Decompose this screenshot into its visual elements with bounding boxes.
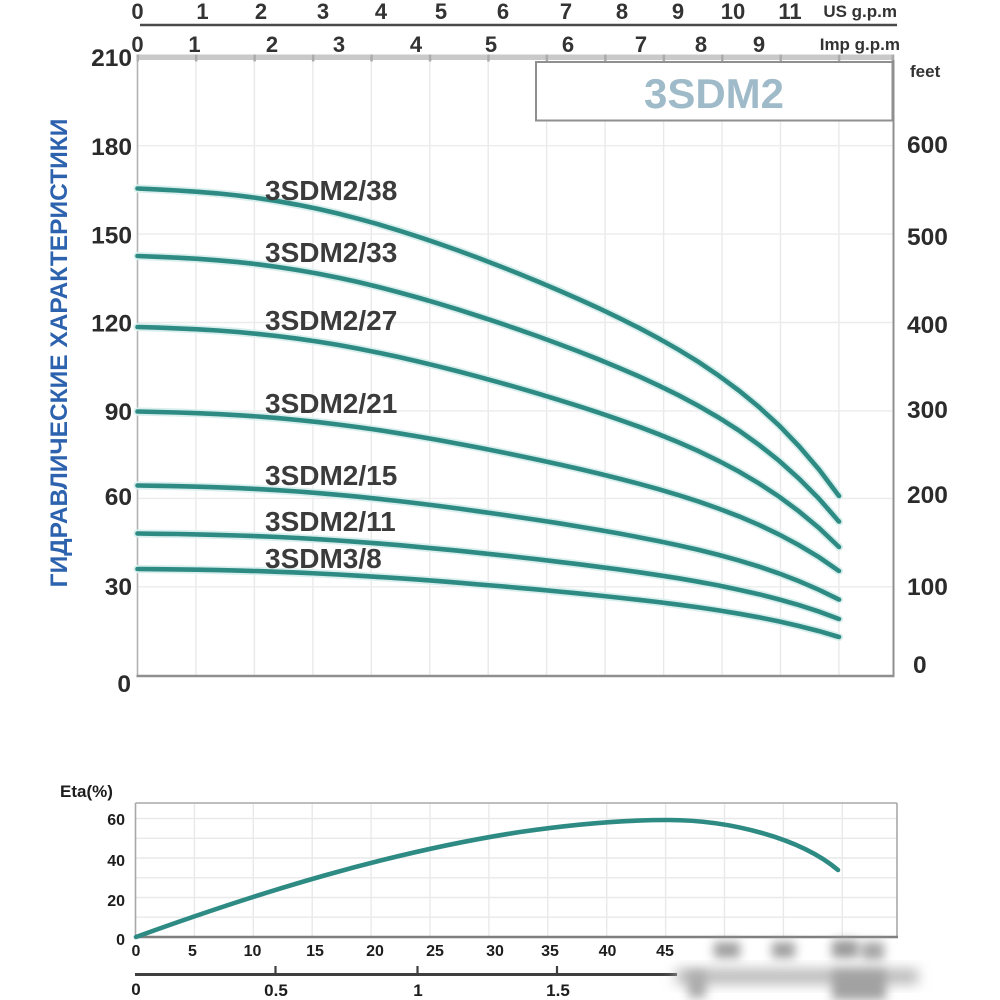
svg-text:60: 60 (105, 484, 132, 511)
svg-text:40: 40 (107, 853, 125, 870)
svg-text:Imp g.p.m: Imp g.p.m (820, 35, 900, 54)
svg-text:3SDM2/38: 3SDM2/38 (265, 175, 397, 206)
svg-text:3SDM2/21: 3SDM2/21 (265, 388, 397, 419)
svg-text:15: 15 (306, 943, 324, 960)
svg-text:9: 9 (753, 32, 765, 57)
svg-text:0: 0 (117, 671, 131, 698)
svg-text:0: 0 (132, 943, 141, 960)
svg-text:2: 2 (266, 32, 278, 57)
svg-text:30: 30 (486, 943, 504, 960)
svg-text:0: 0 (131, 32, 143, 57)
svg-text:3SDM2/27: 3SDM2/27 (265, 305, 397, 336)
svg-text:3SDM2: 3SDM2 (644, 70, 784, 117)
svg-text:5: 5 (188, 943, 197, 960)
svg-text:3SDM3/8: 3SDM3/8 (265, 543, 382, 574)
svg-text:4: 4 (410, 32, 423, 57)
svg-text:25: 25 (426, 943, 444, 960)
svg-text:5: 5 (435, 0, 447, 24)
svg-text:600: 600 (907, 132, 948, 159)
svg-text:120: 120 (91, 311, 132, 338)
svg-text:1: 1 (413, 981, 422, 1000)
svg-text:20: 20 (107, 893, 125, 910)
svg-text:200: 200 (907, 482, 948, 509)
svg-text:1.5: 1.5 (546, 981, 570, 1000)
svg-text:7: 7 (560, 0, 572, 24)
svg-text:0: 0 (131, 980, 140, 999)
svg-text:0: 0 (913, 652, 927, 679)
svg-text:6: 6 (562, 32, 574, 57)
svg-text:3SDM2/15: 3SDM2/15 (265, 460, 397, 491)
svg-text:1: 1 (188, 32, 200, 57)
svg-text:ГИДРАВЛИЧЕСКИЕ ХАРАКТЕРИСТИКИ: ГИДРАВЛИЧЕСКИЕ ХАРАКТЕРИСТИКИ (46, 119, 73, 588)
svg-text:20: 20 (366, 943, 384, 960)
svg-text:Eta(%): Eta(%) (60, 782, 113, 801)
svg-text:500: 500 (907, 224, 948, 251)
svg-text:3SDM2/11: 3SDM2/11 (265, 506, 396, 537)
svg-text:4: 4 (375, 0, 388, 24)
svg-text:150: 150 (91, 223, 132, 250)
svg-text:2: 2 (255, 0, 267, 24)
svg-text:10: 10 (721, 0, 745, 24)
svg-text:11: 11 (778, 0, 801, 24)
svg-text:10: 10 (244, 943, 262, 960)
svg-text:3: 3 (317, 0, 329, 24)
svg-text:400: 400 (907, 312, 948, 339)
svg-text:US g.p.m: US g.p.m (823, 2, 897, 21)
svg-text:35: 35 (541, 943, 559, 960)
svg-text:feet: feet (910, 62, 941, 81)
svg-text:3SDM2/33: 3SDM2/33 (265, 237, 397, 268)
svg-text:45: 45 (656, 943, 674, 960)
svg-text:6: 6 (497, 0, 509, 24)
svg-text:90: 90 (105, 399, 132, 426)
svg-text:180: 180 (91, 134, 132, 161)
svg-text:8: 8 (616, 0, 628, 24)
svg-text:1: 1 (196, 0, 208, 24)
svg-text:60: 60 (107, 812, 125, 829)
svg-text:8: 8 (695, 32, 707, 57)
svg-text:0: 0 (116, 932, 125, 949)
svg-text:30: 30 (105, 574, 132, 601)
svg-text:210: 210 (91, 45, 132, 72)
svg-text:300: 300 (907, 397, 948, 424)
svg-text:100: 100 (907, 574, 948, 601)
svg-text:40: 40 (599, 943, 617, 960)
svg-text:0.5: 0.5 (264, 981, 288, 1000)
svg-text:5: 5 (485, 32, 497, 57)
svg-text:7: 7 (635, 32, 647, 57)
svg-text:0: 0 (131, 0, 143, 24)
svg-text:3: 3 (333, 32, 345, 57)
svg-text:9: 9 (672, 0, 684, 24)
